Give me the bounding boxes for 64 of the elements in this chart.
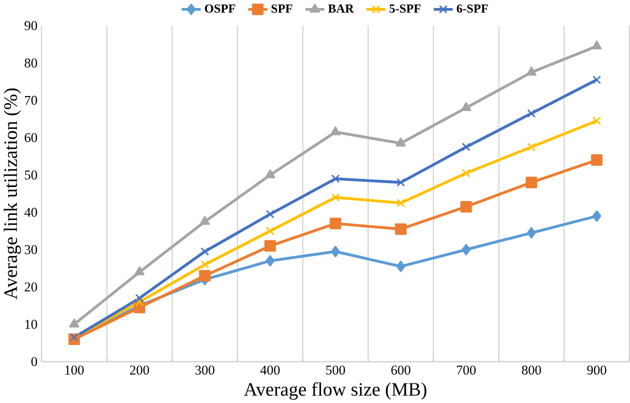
point xyxy=(592,210,602,222)
point xyxy=(462,142,470,152)
point xyxy=(527,108,536,118)
point xyxy=(592,75,602,84)
point xyxy=(200,247,210,256)
legend-label: 5-SPF xyxy=(390,4,421,12)
x-tick-label: 300 xyxy=(195,365,214,374)
x-tick-label: 800 xyxy=(522,365,541,374)
point xyxy=(200,260,210,269)
legend-label: SPF xyxy=(272,4,292,12)
point xyxy=(266,226,274,236)
x-tick-label: 500 xyxy=(326,365,345,374)
y-tick-label: 70 xyxy=(25,96,38,105)
point xyxy=(265,169,276,178)
y-tick-label: 0 xyxy=(31,356,38,366)
point xyxy=(266,210,274,218)
point xyxy=(330,218,342,230)
x-axis-title: Average flow size (MB) xyxy=(244,382,426,400)
x-tick-label: 900 xyxy=(587,365,606,374)
point xyxy=(331,174,340,183)
point xyxy=(330,246,340,258)
point xyxy=(527,142,536,152)
y-tick-label: 80 xyxy=(24,58,38,68)
point xyxy=(526,176,538,188)
point xyxy=(69,318,80,328)
x-tick-label: 200 xyxy=(130,365,150,374)
point xyxy=(199,270,211,282)
point xyxy=(396,198,406,208)
legend-label: 6-SPF xyxy=(456,4,488,12)
point xyxy=(395,223,407,235)
y-tick-label: 20 xyxy=(24,282,38,292)
y-tick-label: 60 xyxy=(24,132,38,142)
y-tick-label: 90 xyxy=(24,20,38,30)
x-tick-label: 400 xyxy=(260,365,280,374)
y-axis-title: Average link utilization (%) xyxy=(4,88,21,300)
x-tick-label: 600 xyxy=(391,365,410,374)
point xyxy=(330,126,341,136)
point xyxy=(266,254,275,266)
x-tick-label: 700 xyxy=(456,365,476,374)
x-tick-label: 100 xyxy=(65,365,84,374)
point xyxy=(526,226,536,238)
point xyxy=(264,240,276,252)
y-tick-label: 30 xyxy=(24,244,38,254)
point xyxy=(396,137,406,146)
point xyxy=(461,102,472,111)
legend-label: BAR xyxy=(328,4,354,12)
point xyxy=(331,192,340,202)
point xyxy=(396,178,406,187)
point xyxy=(462,244,471,256)
y-tick-label: 10 xyxy=(25,320,38,329)
y-tick-label: 40 xyxy=(24,208,38,217)
point xyxy=(134,266,145,276)
point xyxy=(592,40,602,50)
point xyxy=(135,297,144,306)
point xyxy=(462,168,470,178)
point xyxy=(135,294,144,302)
point xyxy=(592,116,602,125)
legend-label: OSPF xyxy=(204,4,236,12)
point xyxy=(200,216,210,225)
point xyxy=(591,154,603,166)
point xyxy=(460,200,472,212)
point xyxy=(396,260,406,272)
y-tick-label: 50 xyxy=(24,170,38,180)
point xyxy=(526,66,537,76)
